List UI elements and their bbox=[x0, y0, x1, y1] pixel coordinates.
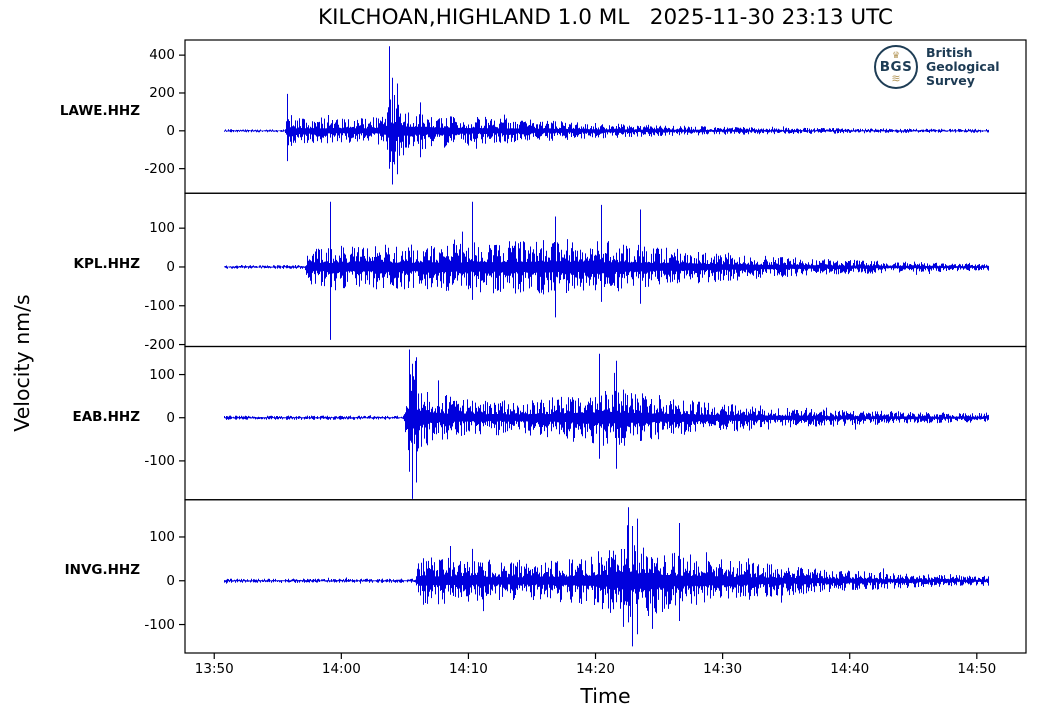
waveform-trace-LAWE.HHZ bbox=[224, 46, 989, 185]
waves-icon: ≋ bbox=[891, 71, 901, 85]
station-label-EAB.HHZ: EAB.HHZ bbox=[72, 409, 140, 426]
bgs-logo-circle: ♛ BGS ≋ bbox=[874, 45, 918, 89]
y-tick-label: -100 bbox=[144, 452, 175, 469]
figure-title: KILCHOAN,HIGHLAND 1.0 ML 2025-11-30 23:1… bbox=[317, 5, 893, 30]
waveform-trace-INVG.HHZ bbox=[224, 507, 989, 647]
waveform-trace-KPL.HHZ bbox=[224, 201, 989, 340]
y-tick-label: 0 bbox=[166, 572, 175, 589]
y-tick-label: 200 bbox=[149, 84, 175, 101]
x-tick-label: 14:20 bbox=[576, 661, 615, 677]
y-tick-label: 100 bbox=[149, 366, 175, 383]
y-tick-label: 100 bbox=[149, 220, 175, 237]
org-line: Geological bbox=[926, 59, 1000, 74]
station-label-LAWE.HHZ: LAWE.HHZ bbox=[59, 102, 140, 119]
station-label-INVG.HHZ: INVG.HHZ bbox=[64, 562, 140, 579]
y-tick-label: 400 bbox=[149, 47, 175, 64]
waveform-trace-EAB.HHZ bbox=[224, 349, 989, 499]
y-tick-label: -100 bbox=[144, 616, 175, 633]
y-tick-label: 0 bbox=[166, 258, 175, 275]
x-axis-label: Time bbox=[580, 684, 631, 708]
x-tick-label: 14:30 bbox=[703, 661, 743, 677]
crown-icon: ♛ bbox=[891, 50, 901, 61]
y-tick-label: 100 bbox=[149, 528, 175, 545]
bgs-org-name: British Geological Survey bbox=[926, 46, 1000, 88]
y-tick-label: 0 bbox=[166, 409, 175, 426]
x-tick-label: 14:40 bbox=[830, 661, 870, 677]
y-tick-label: -100 bbox=[144, 297, 175, 314]
y-tick-label: -200 bbox=[144, 336, 175, 353]
x-tick-label: 13:50 bbox=[194, 661, 234, 677]
x-tick-label: 14:10 bbox=[448, 661, 488, 677]
x-tick-label: 14:50 bbox=[957, 661, 997, 677]
bgs-logo: ♛ BGS ≋ British Geological Survey bbox=[874, 45, 1000, 89]
station-label-KPL.HHZ: KPL.HHZ bbox=[73, 255, 140, 272]
org-line: Survey bbox=[926, 73, 975, 88]
x-tick-label: 14:00 bbox=[321, 661, 361, 677]
y-tick-label: 0 bbox=[166, 122, 175, 139]
bgs-abbr: BGS bbox=[879, 58, 913, 75]
y-tick-label: -200 bbox=[144, 160, 175, 177]
org-line: British bbox=[926, 45, 973, 60]
